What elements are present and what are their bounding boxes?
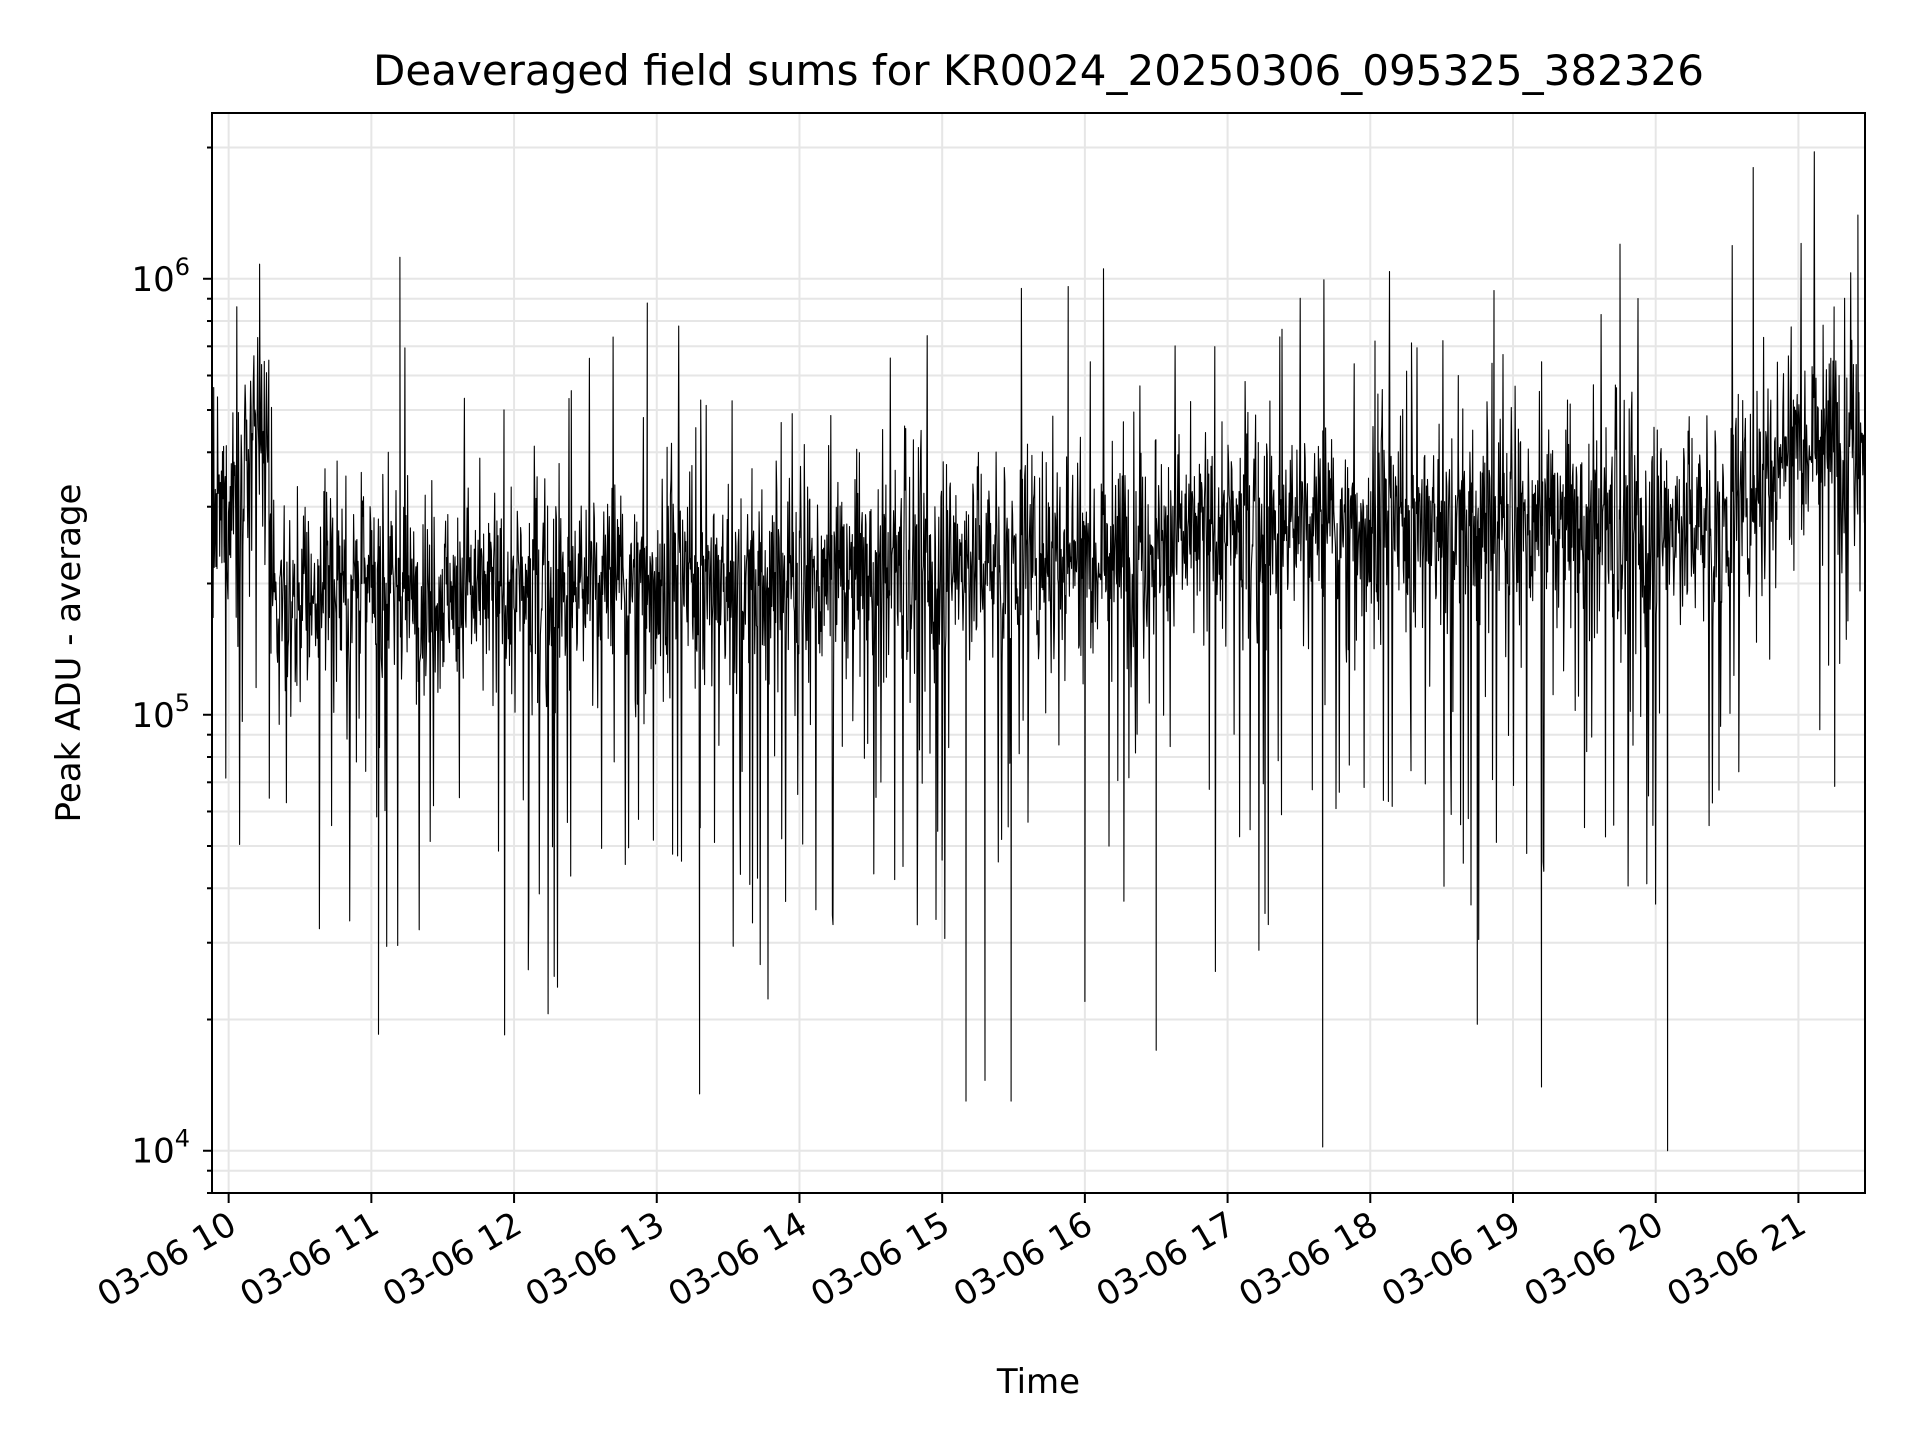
plot-frame bbox=[211, 112, 1866, 1194]
x-tick-label: 03-06 14 bbox=[662, 1204, 814, 1315]
x-tick-label: 03-06 11 bbox=[233, 1204, 385, 1315]
x-tick-label: 03-06 13 bbox=[519, 1204, 671, 1315]
series-layer bbox=[212, 151, 1865, 1152]
x-axis-label: Time bbox=[996, 1362, 1080, 1402]
x-tick-label: 03-06 21 bbox=[1661, 1204, 1813, 1315]
x-tick-label: 03-06 12 bbox=[376, 1204, 528, 1315]
chart-title: Deaveraged field sums for KR0024_2025030… bbox=[373, 46, 1704, 95]
y-tick-label: 105 bbox=[131, 689, 190, 736]
x-tick-label: 03-06 18 bbox=[1232, 1204, 1384, 1315]
x-tick-label: 03-06 17 bbox=[1090, 1204, 1242, 1315]
x-tick-label: 03-06 15 bbox=[804, 1204, 956, 1315]
x-tick-label: 03-06 19 bbox=[1375, 1204, 1527, 1315]
x-tick-label: 03-06 10 bbox=[91, 1204, 243, 1315]
x-tick-label: 03-06 16 bbox=[947, 1204, 1099, 1315]
y-axis-label: Peak ADU - average bbox=[49, 484, 89, 823]
y-tick-label: 106 bbox=[131, 253, 190, 300]
x-tick-label: 03-06 20 bbox=[1518, 1204, 1670, 1315]
y-tick-label: 104 bbox=[131, 1125, 190, 1172]
data-series-line bbox=[212, 151, 1865, 1152]
